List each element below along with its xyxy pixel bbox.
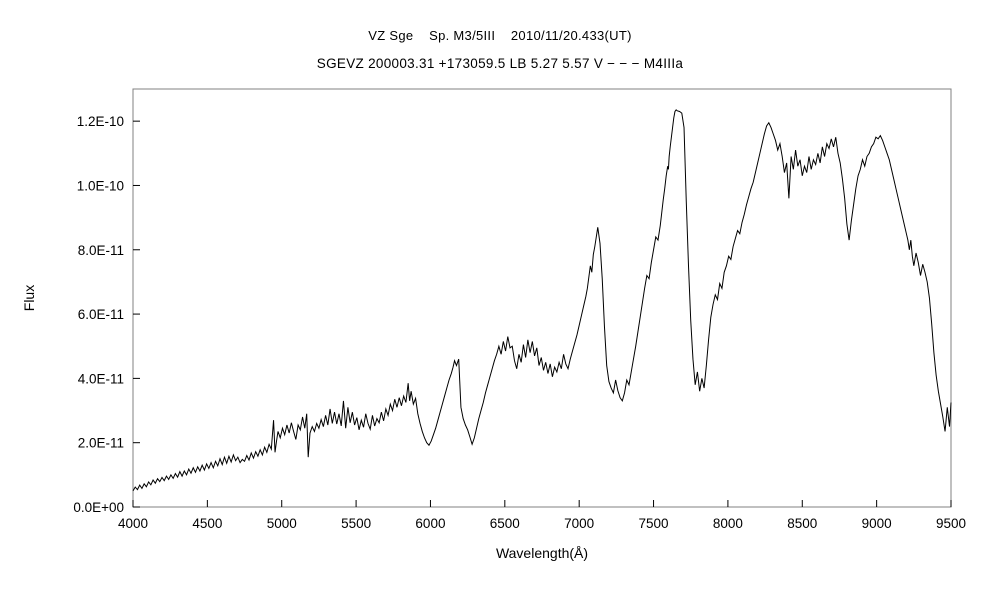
y-tick-label: 0.0E+00 bbox=[73, 500, 124, 515]
y-tick-label: 6.0E-11 bbox=[78, 307, 124, 322]
y-axis-tick-labels: 0.0E+00 2.0E-11 4.0E-11 6.0E-11 8.0E-11 1.0E-… bbox=[73, 114, 124, 515]
x-tick-label: 6500 bbox=[490, 516, 520, 531]
x-axis-tick-labels: 4000 4500 5000 5500 6000 6500 7000 7500 8000 8500… bbox=[118, 516, 966, 531]
x-tick-label: 5000 bbox=[267, 516, 297, 531]
y-tick-label: 8.0E-11 bbox=[78, 243, 124, 258]
x-tick-label: 9500 bbox=[936, 516, 966, 531]
x-axis-title: Wavelength(Å) bbox=[496, 545, 588, 561]
spectrum-line bbox=[132, 109, 952, 492]
x-tick-label: 8500 bbox=[787, 516, 817, 531]
y-tick-label: 4.0E-11 bbox=[78, 371, 124, 386]
x-axis-ticks bbox=[132, 500, 952, 507]
y-tick-label: 2.0E-11 bbox=[78, 436, 124, 451]
y-tick-label: 1.0E-10 bbox=[77, 178, 124, 193]
y-axis-ticks bbox=[133, 120, 140, 508]
x-tick-label: 6000 bbox=[415, 516, 445, 531]
x-tick-label: 9000 bbox=[862, 516, 892, 531]
x-tick-label: 5500 bbox=[341, 516, 371, 531]
x-tick-label: 7000 bbox=[564, 516, 594, 531]
plot-frame bbox=[132, 88, 952, 508]
x-tick-label: 8000 bbox=[713, 516, 743, 531]
x-tick-label: 7500 bbox=[639, 516, 669, 531]
y-tick-label: 1.2E-10 bbox=[77, 114, 124, 129]
x-tick-label: 4000 bbox=[118, 516, 148, 531]
y-axis-title: Flux bbox=[21, 285, 37, 311]
x-tick-label: 4500 bbox=[192, 516, 222, 531]
